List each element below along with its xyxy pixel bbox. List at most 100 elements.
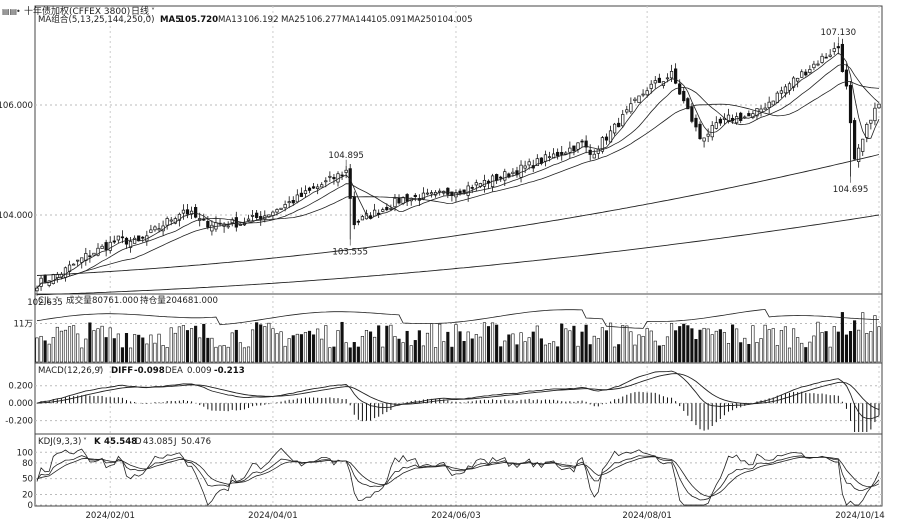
kdj-indicator-label[interactable]: KDJ(9,3,3) [38, 437, 81, 447]
ma-combo-label[interactable]: MA组合(5,13,25,144,250,0) [38, 13, 154, 25]
volume-bar [470, 338, 474, 363]
volume-bar [804, 347, 808, 363]
candle-down [291, 200, 295, 204]
volume-bar [714, 330, 718, 363]
volume-bar [214, 346, 218, 363]
volume-bar [429, 323, 434, 363]
candle-up [869, 119, 873, 124]
candle-up [153, 226, 157, 231]
volume-bar [808, 341, 812, 363]
candle-down [413, 194, 417, 198]
moving-average-lines [36, 52, 880, 296]
k-line [36, 455, 880, 501]
candle-up [621, 114, 625, 127]
price-annotation: 104.695 [833, 185, 869, 195]
volume-bar [55, 326, 59, 363]
volume-indicator-label[interactable]: CJL [38, 296, 52, 306]
chevron-down-icon[interactable]: ˅ [55, 296, 59, 305]
volume-bar [641, 335, 645, 363]
candle-down [824, 56, 828, 59]
volume-bar [491, 322, 495, 363]
candle-down [686, 98, 690, 110]
ma25-label: MA25 [281, 15, 305, 25]
volume-bar [706, 328, 710, 363]
ma250-line [36, 214, 880, 296]
candle-down [718, 118, 722, 124]
ma5-label: MA5 [160, 15, 181, 25]
volume-bar [307, 330, 312, 363]
macd-legend: MACD(12,26,9) ˅ DIFF -0.098 DEA 0.009 -0… [38, 366, 245, 376]
macd-indicator-label[interactable]: MACD(12,26,9) [38, 366, 103, 376]
volume-bar [137, 334, 141, 363]
grid-icon[interactable]: ▤▤ [2, 7, 17, 16]
candle-down [836, 46, 840, 49]
volume-bar [364, 330, 369, 363]
candle-up [279, 207, 283, 210]
candle-down [470, 187, 474, 189]
volume-bar [283, 345, 287, 363]
volume-bar [763, 324, 767, 363]
volume-bar [43, 340, 47, 363]
volume-bar [352, 342, 356, 363]
volume-bar [592, 335, 596, 363]
dea-line [36, 373, 880, 411]
candle-down [446, 187, 450, 195]
candle-up [523, 165, 527, 169]
volume-bar [344, 342, 348, 363]
volume-bar [112, 338, 116, 363]
volume-bar [360, 335, 364, 363]
volume-bar [458, 331, 462, 363]
candle-up [189, 210, 194, 215]
volume-bar [617, 344, 621, 363]
volume-bar [263, 326, 267, 363]
volume-bar [198, 337, 202, 363]
chevron-down-icon[interactable]: ˅ [147, 15, 151, 24]
candle-up [828, 54, 832, 57]
chevron-down-icon[interactable]: ˅ [98, 366, 102, 375]
candle-up [751, 113, 755, 119]
dea-value: 0.009 [187, 366, 212, 376]
volume-bar [413, 340, 417, 363]
volume-bar [759, 338, 763, 363]
candle-down [311, 186, 316, 189]
volume-bar [169, 327, 173, 363]
d-label: D [135, 437, 142, 447]
kdj-tick-label: 100 [17, 448, 33, 458]
candle-up [360, 216, 365, 221]
period-selector[interactable]: 日线 [131, 5, 149, 17]
candle-up [401, 196, 405, 204]
candle-up [816, 63, 820, 66]
instrument-title[interactable]: 十年债加权(CFFEX 3800) [24, 5, 130, 17]
candle-up [320, 184, 324, 188]
candle-down [259, 216, 263, 220]
candle-up [177, 213, 181, 221]
volume-bar [661, 345, 665, 363]
volume-bar [35, 337, 39, 363]
volume-bar [145, 343, 149, 363]
candle-up [425, 192, 430, 195]
volume-bar [779, 330, 783, 363]
volume-bar [299, 334, 303, 363]
volume-bar [218, 345, 222, 363]
volume-bar [251, 329, 255, 363]
chevron-down-icon[interactable]: ˅ [83, 437, 87, 446]
volume-bar [417, 330, 421, 363]
candle-down [124, 237, 129, 245]
volume-bar [568, 330, 572, 363]
volume-bar [543, 344, 548, 363]
volume-bar [76, 333, 80, 363]
volume-bar [332, 346, 336, 363]
candle-down [495, 174, 499, 181]
j-value: 50.476 [181, 437, 211, 447]
candle-down [397, 197, 401, 204]
candle-up [389, 208, 393, 210]
chevron-down-icon[interactable]: ˅ [151, 7, 155, 16]
diff-line [36, 370, 880, 420]
candle-down [340, 174, 344, 177]
candle-up [149, 229, 153, 233]
volume-bar [161, 345, 165, 363]
volume-bar [67, 326, 72, 363]
volume-bar [275, 333, 279, 363]
candle-up [714, 122, 718, 129]
candle-down [584, 140, 588, 148]
